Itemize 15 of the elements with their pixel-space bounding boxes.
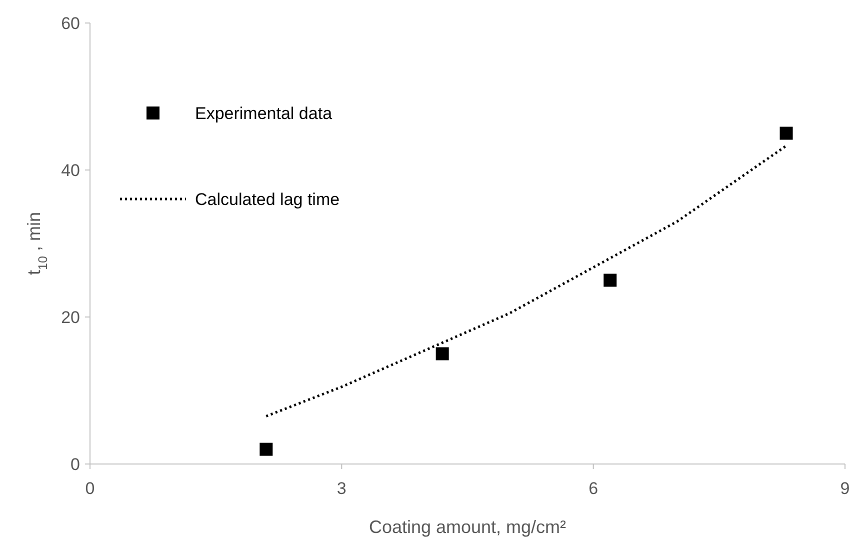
y-tick-label: 40	[61, 160, 80, 180]
point	[780, 126, 793, 140]
point	[260, 442, 273, 456]
legend-label: Calculated lag time	[195, 190, 340, 209]
x-tick-label: 3	[336, 479, 346, 498]
x-axis-title: Coating amount, mg/cm²	[368, 517, 566, 537]
point	[436, 347, 449, 360]
y-tick-label: 0	[70, 454, 80, 474]
x-tick-label: 6	[588, 479, 598, 498]
point	[604, 274, 617, 287]
y-tick-label: 60	[61, 14, 80, 33]
x-tick-label: 0	[85, 479, 95, 498]
y-tick-label: 20	[61, 308, 80, 327]
x-tick-label: 9	[840, 479, 850, 498]
legend-label: Experimental data	[195, 104, 333, 123]
